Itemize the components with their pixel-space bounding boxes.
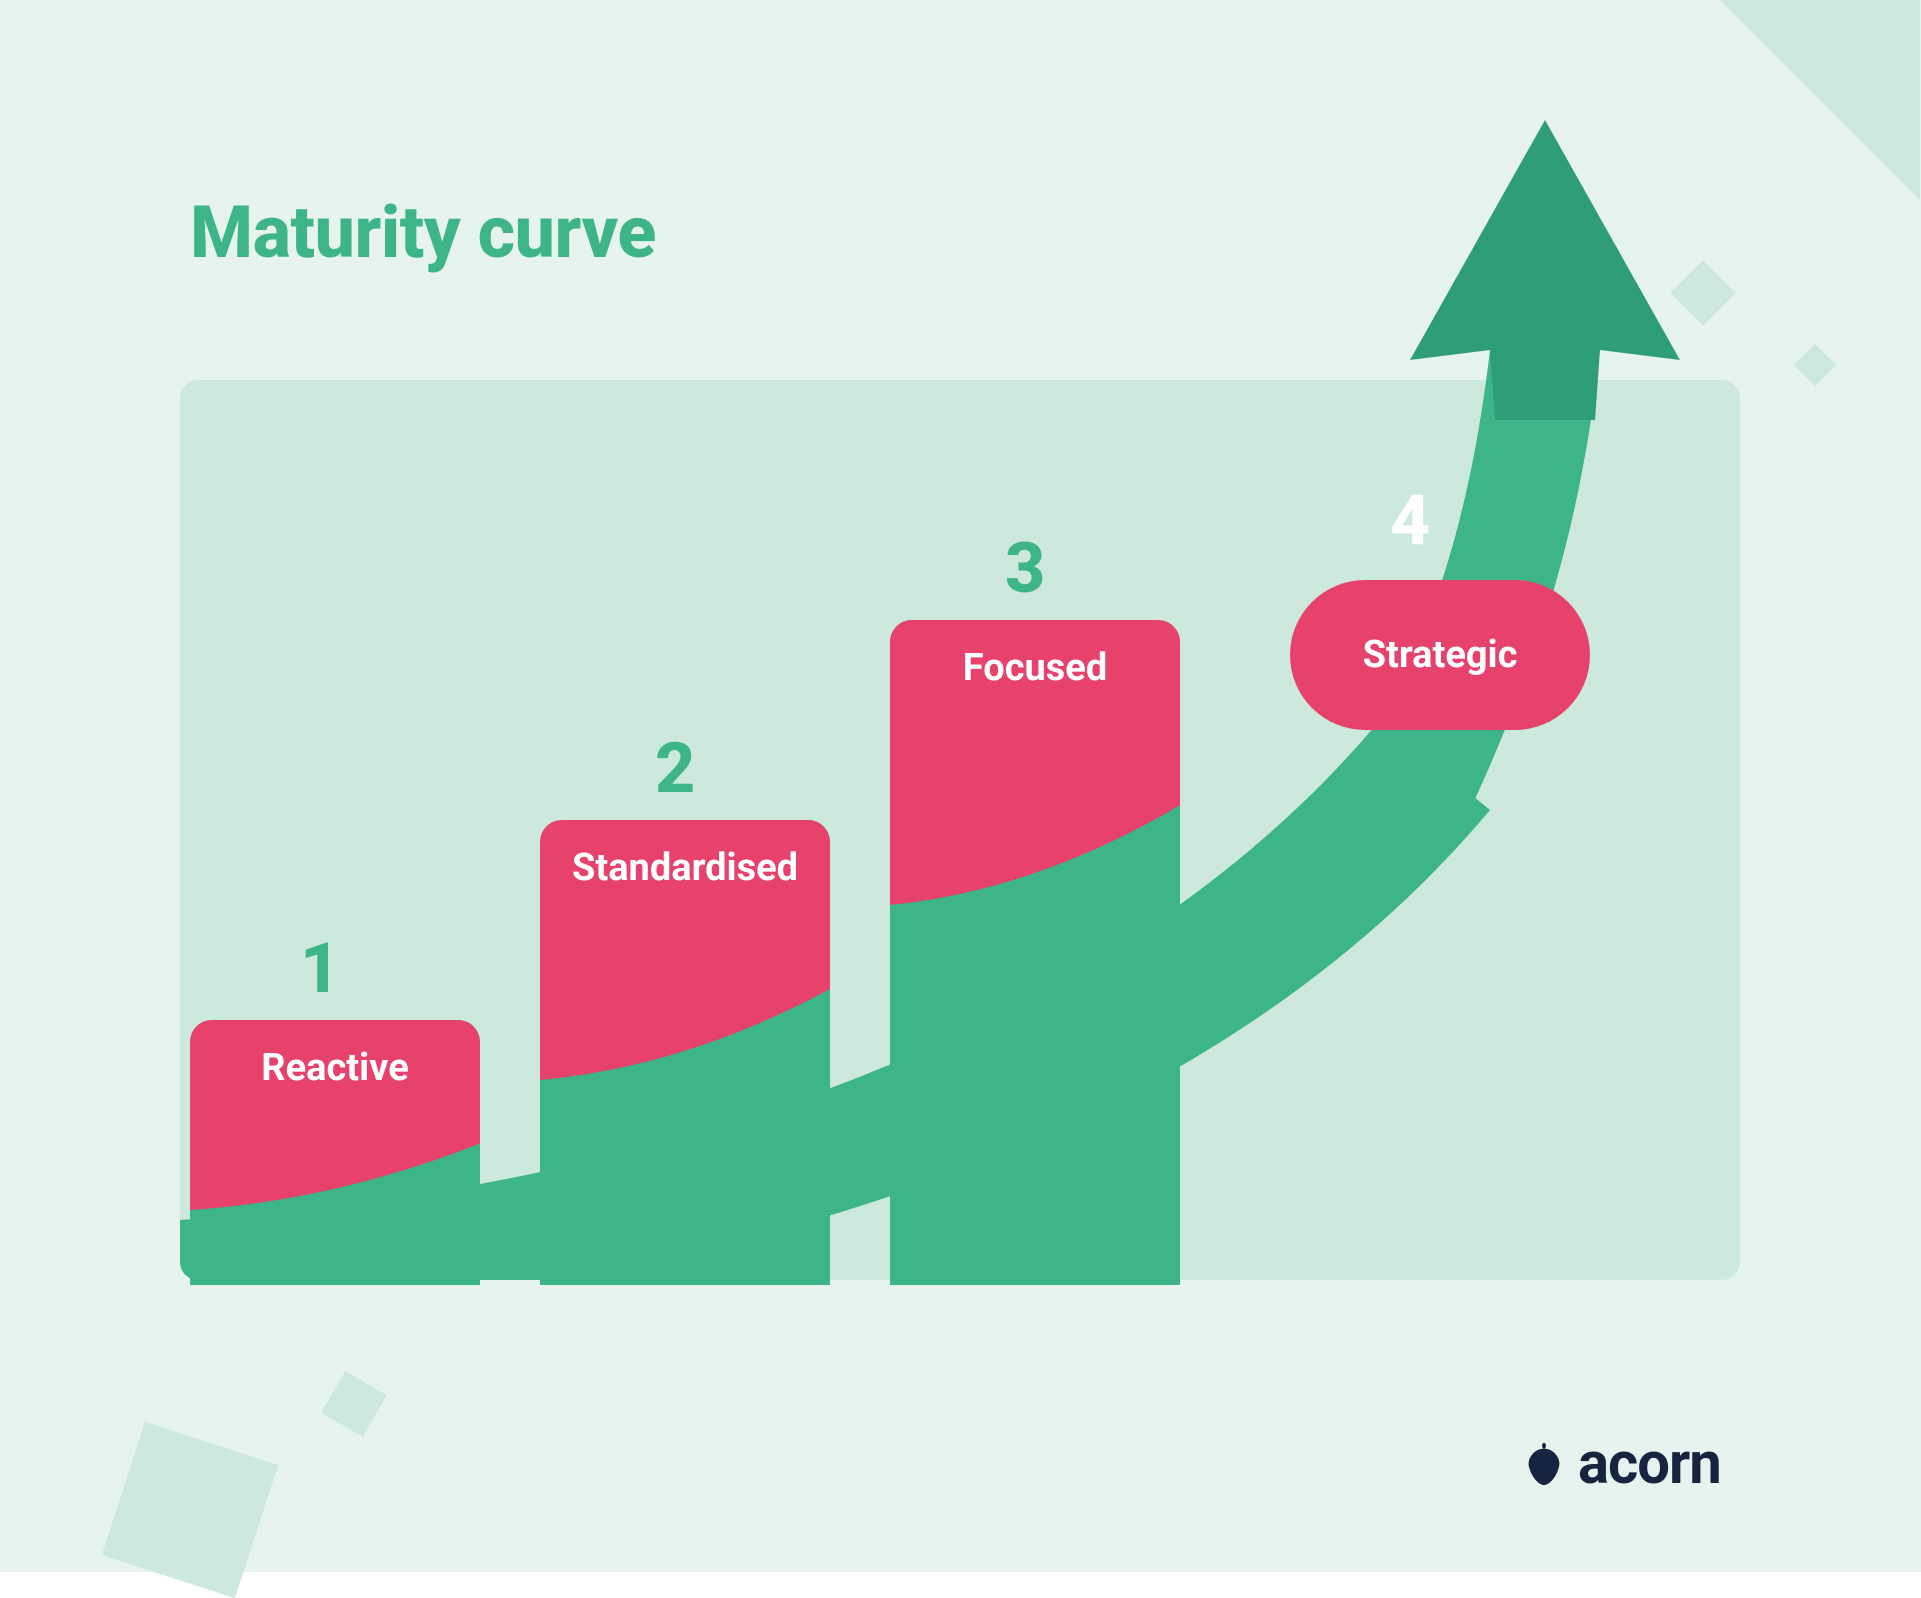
stage-label: Strategic xyxy=(1363,633,1518,677)
stage-block: Standardised xyxy=(540,820,830,1285)
stage-number: 2 xyxy=(655,728,695,810)
acorn-icon xyxy=(1520,1440,1568,1488)
chart-title: Maturity curve xyxy=(190,190,656,275)
brand-logo: acorn xyxy=(1520,1430,1721,1498)
stage-number: 3 xyxy=(1005,528,1045,610)
stage-label: Focused xyxy=(890,620,1180,690)
stage-label: Standardised xyxy=(540,820,830,890)
stage-pill-strategic: Strategic xyxy=(1290,580,1590,730)
stage-label: Reactive xyxy=(190,1020,480,1090)
stage-block: Focused xyxy=(890,620,1180,1285)
stage-number: 1 xyxy=(300,928,340,1010)
brand-name: acorn xyxy=(1578,1430,1721,1498)
stage-number: 4 xyxy=(1390,480,1430,562)
stage-block: Reactive xyxy=(190,1020,480,1285)
